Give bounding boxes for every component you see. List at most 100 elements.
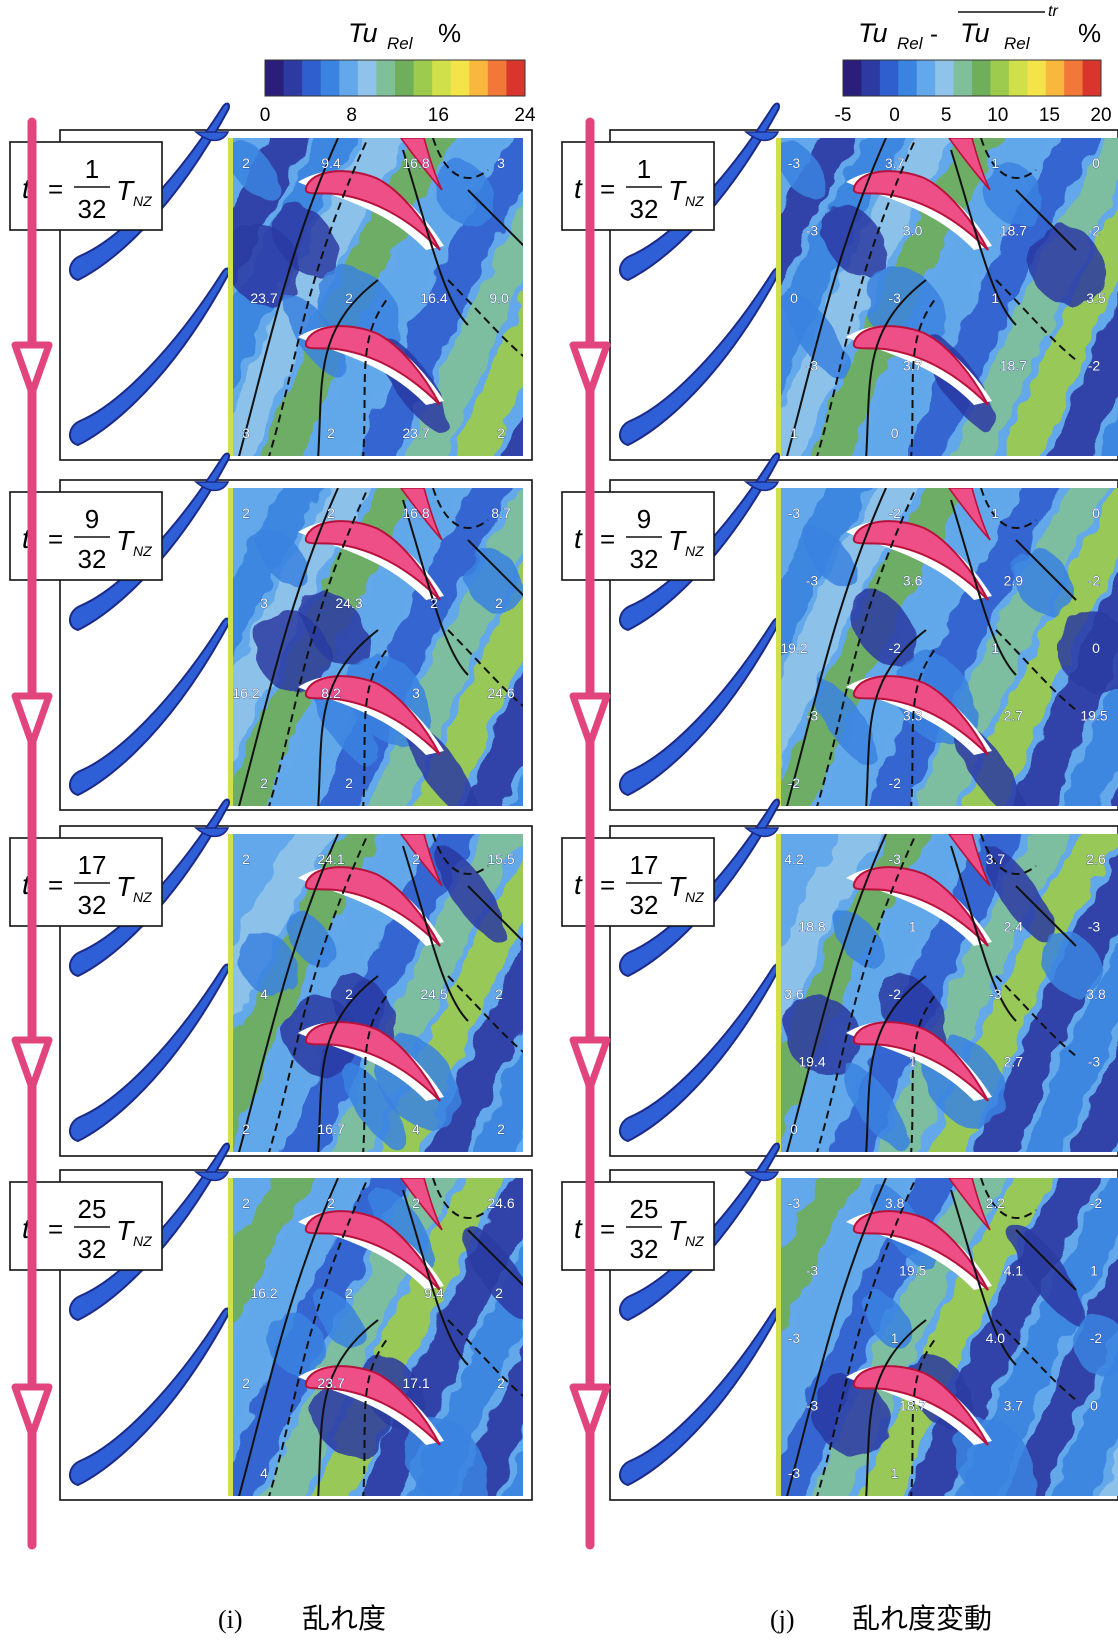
inlet-edge bbox=[228, 488, 233, 806]
colorbar-segment bbox=[935, 60, 954, 96]
contour-value-label: 1 bbox=[790, 425, 798, 441]
contour-value-label: 1 bbox=[909, 1054, 917, 1070]
contour-value-label: 2.4 bbox=[1004, 919, 1024, 935]
contour-value-label: 2 bbox=[345, 290, 353, 306]
contour-value-label: -3 bbox=[788, 1465, 801, 1481]
contour-value-label: 8.2 bbox=[321, 685, 341, 701]
colorbar-j: -5 0 5 10 15 20Tu Rel - Tu Reltr% bbox=[835, 3, 1112, 126]
contour-value-label: 2.2 bbox=[986, 1195, 1006, 1211]
contour-value-label: 0 bbox=[790, 1121, 798, 1137]
time-symbol: t bbox=[574, 173, 583, 204]
colorbar-title-main2: Tu bbox=[960, 18, 990, 48]
contour-value-label: 23.7 bbox=[317, 1375, 344, 1391]
contour-value-label: 3.6 bbox=[784, 986, 804, 1002]
contour-value-label: 23.7 bbox=[402, 425, 429, 441]
contour-value-label: 2 bbox=[497, 1121, 505, 1137]
contour-value-label: -2 bbox=[888, 640, 901, 656]
contour-value-label: -3 bbox=[788, 505, 801, 521]
fraction-denominator: 32 bbox=[630, 544, 659, 574]
time-symbol: t bbox=[574, 523, 583, 554]
contour-value-label: 2 bbox=[412, 851, 420, 867]
contour-value-label: 9.4 bbox=[424, 1285, 444, 1301]
contour-value-label: 1 bbox=[1090, 1263, 1098, 1279]
contour-value-label: 1 bbox=[891, 1465, 899, 1481]
contour-value-label: 19.5 bbox=[1080, 708, 1107, 724]
fraction-numerator: 17 bbox=[630, 850, 659, 880]
contour-value-label: -3 bbox=[788, 1330, 801, 1346]
contour-value-label: 1 bbox=[991, 640, 999, 656]
colorbar-segment bbox=[990, 60, 1009, 96]
contour-value-label: 0 bbox=[1092, 155, 1100, 171]
period-subscript: NZ bbox=[133, 193, 152, 209]
contour-value-label: 0 bbox=[1092, 640, 1100, 656]
contour-value-label: 4 bbox=[412, 1121, 420, 1137]
period-subscript: NZ bbox=[133, 543, 152, 559]
contour-value-label: 2.6 bbox=[1086, 851, 1106, 867]
time-arrow-head bbox=[573, 1040, 607, 1088]
inlet-edge bbox=[228, 834, 233, 1152]
contour-value-label: 3 bbox=[242, 425, 250, 441]
colorbar-segment bbox=[265, 60, 284, 96]
time-label-2: t = 9 32 T NZ bbox=[562, 492, 714, 580]
colorbar-segment bbox=[284, 60, 303, 96]
time-label-3: t =1732T NZ bbox=[562, 838, 714, 926]
caption-j: (j) 乱れ度変動 bbox=[770, 1603, 992, 1635]
fraction-numerator: 25 bbox=[630, 1194, 659, 1224]
colorbar-tick-label: 0 bbox=[260, 105, 271, 126]
colorbar-tick-label: 20 bbox=[1090, 105, 1111, 126]
contour-value-label: 2 bbox=[430, 595, 438, 611]
colorbar-segment bbox=[917, 60, 936, 96]
contour-value-label: 2 bbox=[242, 505, 250, 521]
colorbar-tick-label: 15 bbox=[1039, 105, 1060, 126]
time-arrow-head bbox=[573, 1387, 607, 1435]
contour-value-label: 3 bbox=[497, 155, 505, 171]
colorbar-segment bbox=[376, 60, 395, 96]
contour-value-label: 1 bbox=[991, 290, 999, 306]
contour-value-label: -3 bbox=[1088, 1054, 1101, 1070]
contour-value-label: 3.8 bbox=[885, 1195, 905, 1211]
contour-value-label: 16.4 bbox=[420, 290, 447, 306]
colorbar-tick-label: 16 bbox=[428, 105, 449, 126]
inlet-edge bbox=[228, 1178, 233, 1496]
caption-i: (i) 乱れ度 bbox=[218, 1603, 386, 1635]
contour-value-label: 2 bbox=[345, 775, 353, 791]
contour-value-label: 2 bbox=[495, 1285, 503, 1301]
colorbar-segment bbox=[414, 60, 433, 96]
contour-value-label: 3.5 bbox=[1086, 290, 1106, 306]
contour-value-label: -3 bbox=[1088, 919, 1101, 935]
contour-value-label: 2 bbox=[327, 425, 335, 441]
contour-value-label: 2 bbox=[327, 1195, 335, 1211]
contour-value-label: 2 bbox=[242, 851, 250, 867]
contour-value-label: 3.0 bbox=[903, 223, 923, 239]
contour-value-label: 18.7 bbox=[899, 1398, 926, 1414]
contour-value-label: 16.8 bbox=[402, 505, 429, 521]
caption-text: 乱れ度変動 bbox=[852, 1603, 992, 1635]
contour-value-label: 1 bbox=[891, 1330, 899, 1346]
fraction-numerator: 9 bbox=[85, 504, 99, 534]
colorbar-segment bbox=[469, 60, 488, 96]
contour-value-label: -3 bbox=[806, 1263, 819, 1279]
period-subscript: NZ bbox=[133, 889, 152, 905]
colorbar-segment bbox=[432, 60, 451, 96]
colorbar-tick-label: 0 bbox=[889, 105, 900, 126]
contour-value-label: 3.8 bbox=[1086, 986, 1106, 1002]
contour-value-label: -3 bbox=[806, 708, 819, 724]
time-symbol: t bbox=[574, 1213, 583, 1244]
period-subscript: NZ bbox=[133, 1233, 152, 1249]
contour-value-label: 24.6 bbox=[487, 1195, 514, 1211]
fraction-numerator: 9 bbox=[637, 504, 651, 534]
time-symbol: t bbox=[574, 869, 583, 900]
colorbar-segment bbox=[1009, 60, 1028, 96]
inlet-edge bbox=[776, 834, 781, 1152]
colorbar-title-main: Tu bbox=[348, 18, 378, 48]
colorbar-title-sup: tr bbox=[1048, 3, 1058, 20]
fraction-denominator: 32 bbox=[78, 890, 107, 920]
contour-value-label: 9.4 bbox=[321, 155, 341, 171]
equals-sign: = bbox=[48, 524, 63, 554]
fraction-numerator: 1 bbox=[85, 154, 99, 184]
contour-value-label: 3.7 bbox=[885, 155, 905, 171]
colorbar-title-main: Tu bbox=[858, 18, 888, 48]
colorbar-segment bbox=[1046, 60, 1065, 96]
contour-value-label: 16.2 bbox=[232, 685, 259, 701]
